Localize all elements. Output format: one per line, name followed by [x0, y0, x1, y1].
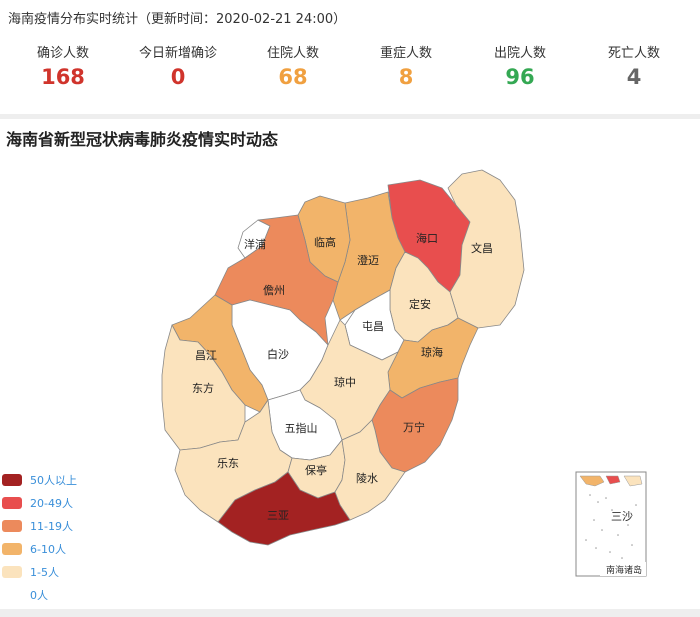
label-chengmai: 澄迈	[357, 253, 379, 267]
stat-label: 死亡人数	[607, 46, 660, 61]
region-lingshui[interactable]	[334, 419, 406, 521]
label-qionghai: 琼海	[421, 345, 443, 359]
legend-label: 1-5人	[30, 566, 59, 579]
label-lingshui: 陵水	[356, 472, 378, 485]
inset-label-sansha: 三沙	[611, 510, 633, 523]
legend-item[interactable]: 0人	[0, 587, 110, 603]
label-dingan: 定安	[409, 297, 431, 311]
stat-label: 住院人数	[266, 46, 319, 61]
legend-swatch	[2, 520, 22, 532]
legend-item[interactable]: 20-49人	[0, 495, 110, 511]
stat-value: 4	[626, 65, 642, 89]
legend-label: 50人以上	[30, 474, 77, 487]
stat-confirmed: 确诊人数 168	[13, 42, 113, 89]
label-wuzhishan: 五指山	[285, 421, 318, 435]
legend-label: 6-10人	[30, 543, 66, 556]
label-haikou: 海口	[416, 231, 438, 245]
footer-divider	[0, 609, 700, 617]
stat-value: 68	[278, 65, 308, 89]
label-baisha: 白沙	[267, 347, 289, 361]
stat-value: 0	[170, 65, 186, 89]
label-yangpu: 洋浦	[244, 237, 266, 251]
label-danzhou: 儋州	[263, 284, 285, 297]
stat-new-confirmed: 今日新增确诊 0	[128, 42, 228, 89]
stat-label: 重症人数	[379, 46, 432, 61]
legend-item[interactable]: 1-5人	[0, 564, 110, 580]
label-tunchang: 屯昌	[362, 320, 384, 333]
legend-swatch	[2, 543, 22, 555]
stat-value: 96	[505, 65, 535, 89]
label-ledong: 乐东	[217, 457, 239, 470]
label-wanning: 万宁	[403, 420, 425, 434]
stat-hospitalized: 住院人数 68	[243, 42, 343, 89]
legend-item[interactable]: 6-10人	[0, 541, 110, 557]
legend-swatch	[2, 474, 22, 486]
stat-deaths: 死亡人数 4	[584, 42, 684, 89]
legend-label: 11-19人	[30, 520, 73, 533]
stat-discharged: 出院人数 96	[470, 42, 570, 89]
stat-severe: 重症人数 8	[356, 42, 456, 89]
label-dongfang: 东方	[192, 381, 214, 395]
south-sea-inset[interactable]: 三沙 南海诸岛	[575, 471, 647, 577]
stats-bar: 确诊人数 168 今日新增确诊 0 住院人数 68 重症人数 8 出院人数 96…	[0, 42, 700, 104]
legend-item[interactable]: 11-19人	[0, 518, 110, 534]
legend-item[interactable]: 50人以上	[0, 472, 110, 488]
label-baoting: 保亭	[305, 463, 327, 477]
label-lingao: 临高	[314, 235, 336, 249]
legend-swatch	[2, 497, 22, 509]
legend-swatch	[2, 589, 22, 601]
region-sanya[interactable]	[217, 471, 351, 546]
legend-label: 20-49人	[30, 497, 73, 510]
inset-caption: 南海诸岛	[606, 564, 642, 576]
stat-value: 8	[398, 65, 414, 89]
stat-value: 168	[41, 65, 85, 89]
page-title: 海南疫情分布实时统计（更新时间：2020-02-21 24:00）	[8, 12, 347, 27]
label-sanya: 三亚	[267, 509, 289, 522]
stat-label: 出院人数	[493, 46, 546, 61]
legend-swatch	[2, 566, 22, 578]
legend-label: 0人	[30, 589, 48, 602]
stat-label: 今日新增确诊	[138, 46, 217, 61]
label-qiongzhong: 琼中	[334, 375, 356, 389]
stat-label: 确诊人数	[36, 46, 89, 61]
label-wenchang: 文昌	[471, 241, 493, 255]
label-changjiang: 昌江	[195, 349, 217, 362]
region-wenchang[interactable]	[447, 169, 525, 329]
map-title: 海南省新型冠状病毒肺炎疫情实时动态	[6, 130, 279, 149]
section-divider	[0, 114, 700, 119]
